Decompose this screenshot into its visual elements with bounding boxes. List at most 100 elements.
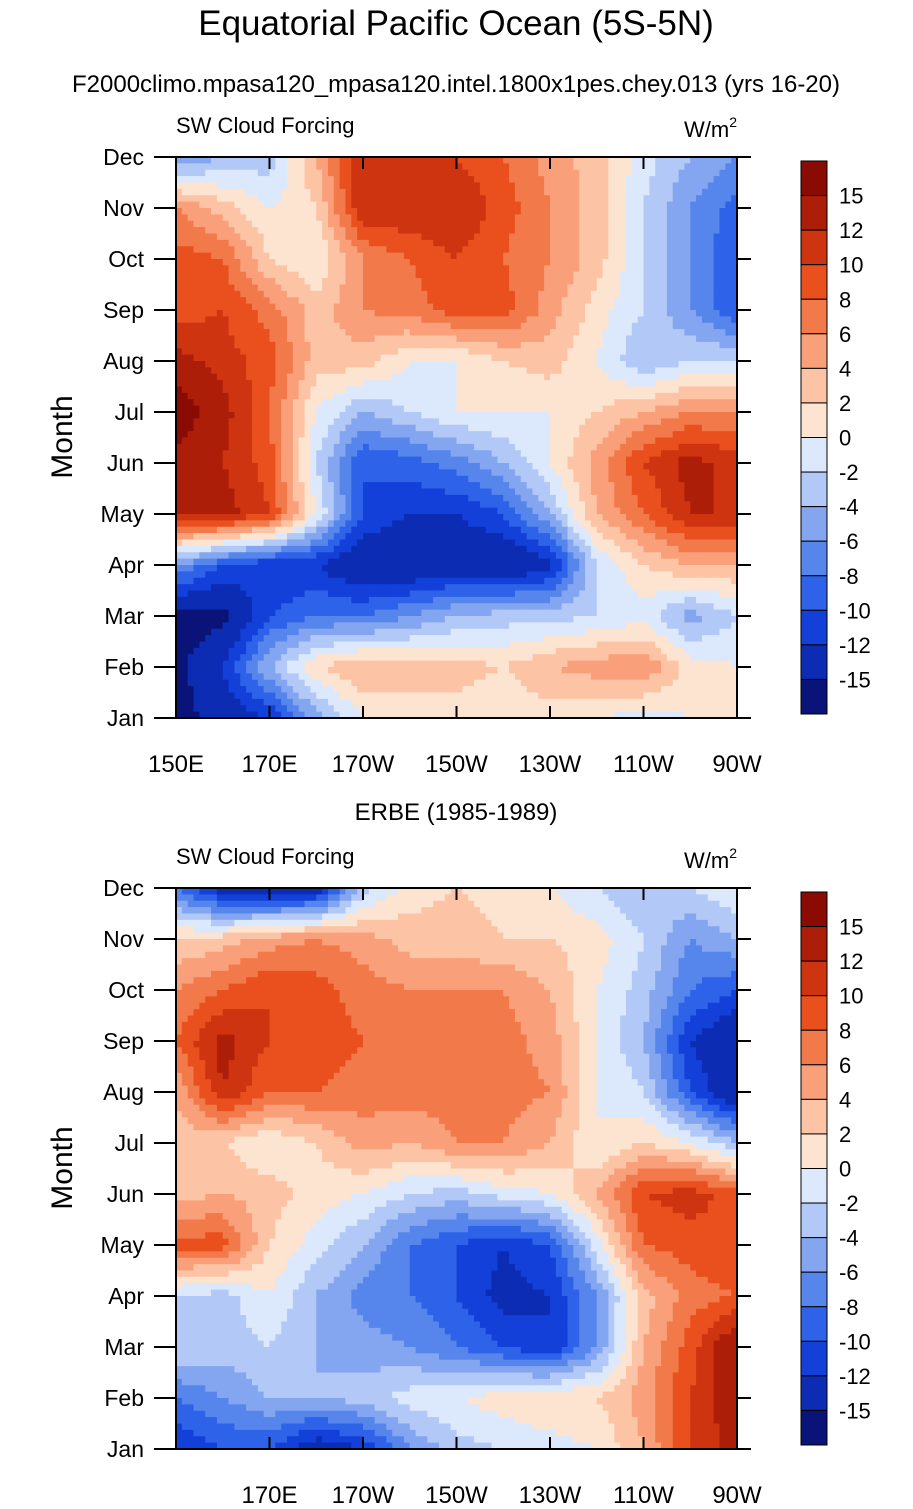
heat-cell xyxy=(678,392,685,400)
heat-cell xyxy=(199,405,206,413)
heat-cell xyxy=(666,469,674,477)
heat-cell xyxy=(538,443,545,451)
heat-cell xyxy=(187,176,195,184)
heat-cell xyxy=(211,182,218,190)
heat-cell xyxy=(339,316,347,324)
heat-cell xyxy=(222,418,230,426)
heat-cell xyxy=(333,322,341,330)
heat-cell xyxy=(181,380,189,388)
heat-cell xyxy=(310,431,317,439)
heat-cell xyxy=(538,380,545,388)
heat-cell xyxy=(526,450,534,458)
heat-cell xyxy=(684,367,691,375)
heat-cell xyxy=(590,220,598,228)
heat-cell xyxy=(567,469,574,477)
heat-cell xyxy=(678,214,685,222)
heat-cell xyxy=(275,310,282,317)
heat-cell xyxy=(374,431,382,439)
heat-cell xyxy=(561,176,569,184)
heat-cell xyxy=(263,265,271,273)
heat-cell xyxy=(596,450,604,458)
heat-cell xyxy=(298,443,306,451)
heat-cell xyxy=(392,456,399,464)
heat-cell xyxy=(620,450,627,458)
heat-cell xyxy=(415,259,423,266)
heat-cell xyxy=(234,157,241,164)
heat-cell xyxy=(625,380,633,388)
heat-cell xyxy=(550,392,557,400)
heat-cell xyxy=(468,367,475,375)
heat-cell xyxy=(187,463,195,470)
heat-cell xyxy=(678,386,685,394)
heat-cell xyxy=(269,259,276,266)
heat-cell xyxy=(216,418,224,426)
heat-cell xyxy=(339,463,347,470)
heat-cell xyxy=(474,431,481,439)
heat-cell xyxy=(333,157,341,164)
heat-cell xyxy=(193,437,200,445)
heat-cell xyxy=(666,188,674,196)
heat-cell xyxy=(509,361,516,368)
heat-cell xyxy=(514,201,522,209)
heat-cell xyxy=(625,418,633,426)
heat-cell xyxy=(514,220,522,228)
heat-cell xyxy=(538,284,545,292)
heat-cell xyxy=(544,290,551,298)
heat-cell xyxy=(211,361,218,368)
heat-cell xyxy=(409,392,417,400)
heat-cell xyxy=(298,252,306,260)
heat-cell xyxy=(608,195,615,203)
heat-cell xyxy=(474,329,481,337)
heat-cell xyxy=(327,392,335,400)
heat-cell xyxy=(287,475,294,483)
heat-cell xyxy=(532,361,539,368)
heat-cell xyxy=(532,169,539,177)
heat-cell xyxy=(631,463,639,470)
heat-cell xyxy=(333,271,341,279)
heat-cell xyxy=(304,182,311,190)
heat-cell xyxy=(345,259,352,266)
heat-cell xyxy=(187,380,195,388)
heat-cell xyxy=(351,297,358,305)
heat-cell xyxy=(275,354,282,362)
heat-cell xyxy=(316,354,323,362)
heat-cell xyxy=(298,188,306,196)
heat-cell xyxy=(392,271,399,279)
heat-cell xyxy=(713,259,721,266)
heat-cell xyxy=(643,195,650,203)
heat-cell xyxy=(351,329,358,337)
heat-cell xyxy=(386,322,393,330)
heat-cell xyxy=(187,456,195,464)
heat-cell xyxy=(181,214,189,222)
heat-cell xyxy=(602,201,610,209)
heat-cell xyxy=(555,214,563,222)
heat-cell xyxy=(649,188,656,196)
heat-cell xyxy=(625,208,633,215)
heat-cell xyxy=(269,201,276,209)
heat-cell xyxy=(567,169,574,177)
heat-cell xyxy=(421,322,428,330)
heat-cell xyxy=(503,373,510,381)
heat-cell xyxy=(509,176,516,184)
heat-cell xyxy=(205,278,212,286)
heat-cell xyxy=(479,259,487,266)
heat-cell xyxy=(474,450,481,458)
heat-cell xyxy=(234,456,241,464)
heat-cell xyxy=(614,195,621,203)
heat-cell xyxy=(398,163,405,171)
heat-cell xyxy=(228,380,236,388)
heat-cell xyxy=(398,271,405,279)
heat-cell xyxy=(327,208,335,215)
heat-cell xyxy=(532,195,539,203)
heat-cell xyxy=(327,341,335,349)
heat-cell xyxy=(614,463,621,470)
heat-cell xyxy=(222,316,230,324)
heat-cell xyxy=(468,239,475,247)
heat-cell xyxy=(684,195,691,203)
heat-cell xyxy=(544,322,551,330)
heat-cell xyxy=(427,335,434,343)
heat-cell xyxy=(555,176,563,184)
heat-cell xyxy=(585,348,592,356)
heat-cell xyxy=(661,456,668,464)
heat-cell xyxy=(433,233,440,241)
